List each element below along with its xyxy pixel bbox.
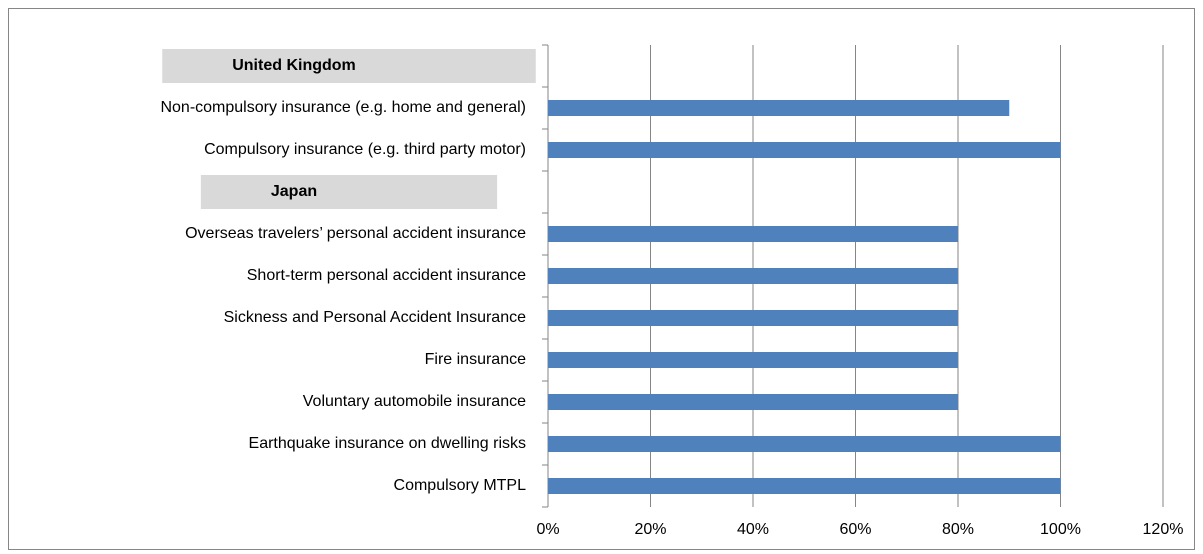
x-tick-label: 60%: [839, 521, 871, 538]
y-tick-label: Overseas travelers’ personal accident in…: [185, 225, 526, 242]
x-tick-label: 120%: [1143, 521, 1184, 538]
y-tick-label: Fire insurance: [425, 351, 526, 368]
x-tick-label: 80%: [942, 521, 974, 538]
y-tick-label: Compulsory MTPL: [394, 477, 527, 494]
bar: [548, 142, 1061, 158]
bar: [548, 310, 958, 326]
bar: [548, 268, 958, 284]
x-tick-label: 20%: [634, 521, 666, 538]
y-tick-label: Voluntary automobile insurance: [303, 393, 526, 410]
y-tick-label: Earthquake insurance on dwelling risks: [249, 435, 526, 452]
bar: [548, 394, 958, 410]
bar: [548, 352, 958, 368]
group-header-box: [200, 175, 498, 209]
bar: [548, 436, 1061, 452]
group-header: United Kingdom: [232, 57, 356, 74]
bar: [548, 100, 1010, 116]
group-header-box: [162, 49, 536, 83]
bar: [548, 478, 1061, 494]
bar: [548, 226, 958, 242]
y-tick-label: Short-term personal accident insurance: [247, 267, 526, 284]
y-tick-label: Compulsory insurance (e.g. third party m…: [204, 141, 526, 158]
x-tick-label: 0%: [536, 521, 559, 538]
y-tick-label: Sickness and Personal Accident Insurance: [224, 309, 527, 326]
x-tick-label: 100%: [1040, 521, 1081, 538]
group-header: Japan: [271, 183, 317, 200]
y-tick-label: Non-compulsory insurance (e.g. home and …: [160, 99, 526, 116]
x-tick-label: 40%: [737, 521, 769, 538]
